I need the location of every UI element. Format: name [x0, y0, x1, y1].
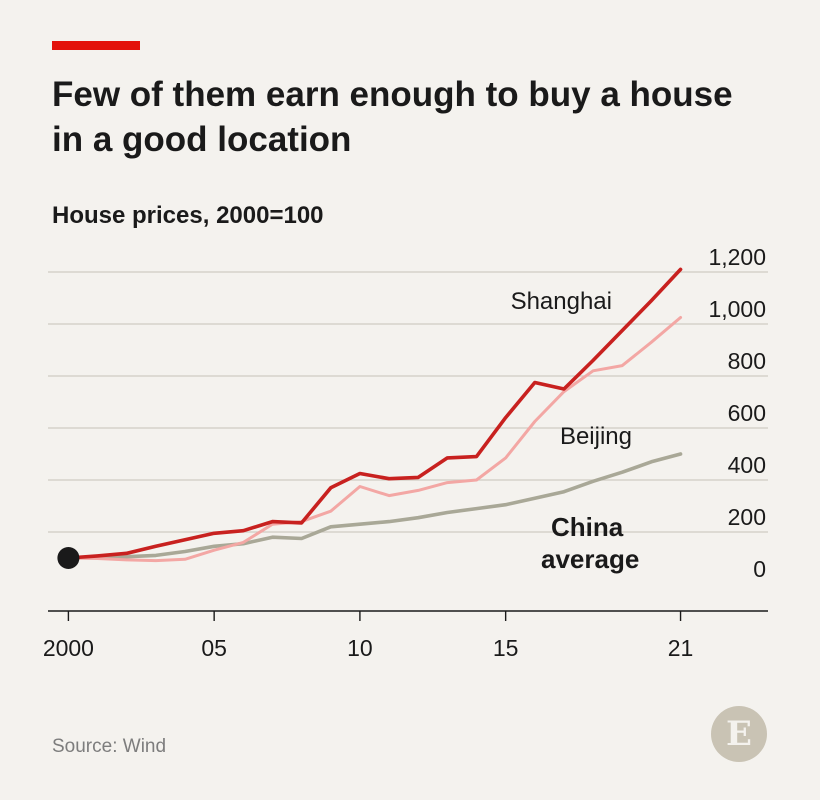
series-line-china-average [66, 452, 683, 560]
line-chart: 0 200 400 600 800 1,000 1,200 2000 05 10 15 21 Shan… [43, 244, 768, 661]
x-tick-label: 2000 [43, 635, 94, 661]
gridlines [48, 271, 768, 533]
x-tick-label: 15 [493, 635, 519, 661]
source-note: Source: Wind [52, 736, 167, 757]
series-line-shanghai [66, 267, 683, 560]
y-tick-label: 200 [728, 504, 766, 530]
axes: 0 200 400 600 800 1,000 1,200 2000 05 10 15 21 [43, 244, 768, 661]
y-tick-label: 1,200 [708, 244, 766, 270]
series-label-shanghai: Shanghai [511, 288, 612, 315]
chart-title: Few of them earn enough to buy a house i… [52, 75, 733, 159]
series-lines [57, 267, 683, 569]
economist-logo: E [711, 706, 767, 762]
series-line-beijing [66, 316, 683, 563]
accent-bar [52, 41, 140, 50]
series-label-beijing: Beijing [560, 423, 632, 450]
start-marker [57, 547, 80, 569]
x-tick-label: 05 [201, 635, 227, 661]
x-tick-label: 21 [668, 635, 694, 661]
chart-subtitle: House prices, 2000=100 [52, 202, 324, 229]
y-tick-label: 600 [728, 400, 766, 426]
series-label-china-average: China average [541, 512, 639, 574]
series-labels: Shanghai Beijing China average [511, 288, 640, 574]
y-tick-label: 1,000 [708, 296, 766, 322]
x-tick-label: 10 [347, 635, 373, 661]
y-tick-label: 400 [728, 452, 766, 478]
y-tick-label: 0 [753, 556, 766, 582]
y-tick-label: 800 [728, 348, 766, 374]
